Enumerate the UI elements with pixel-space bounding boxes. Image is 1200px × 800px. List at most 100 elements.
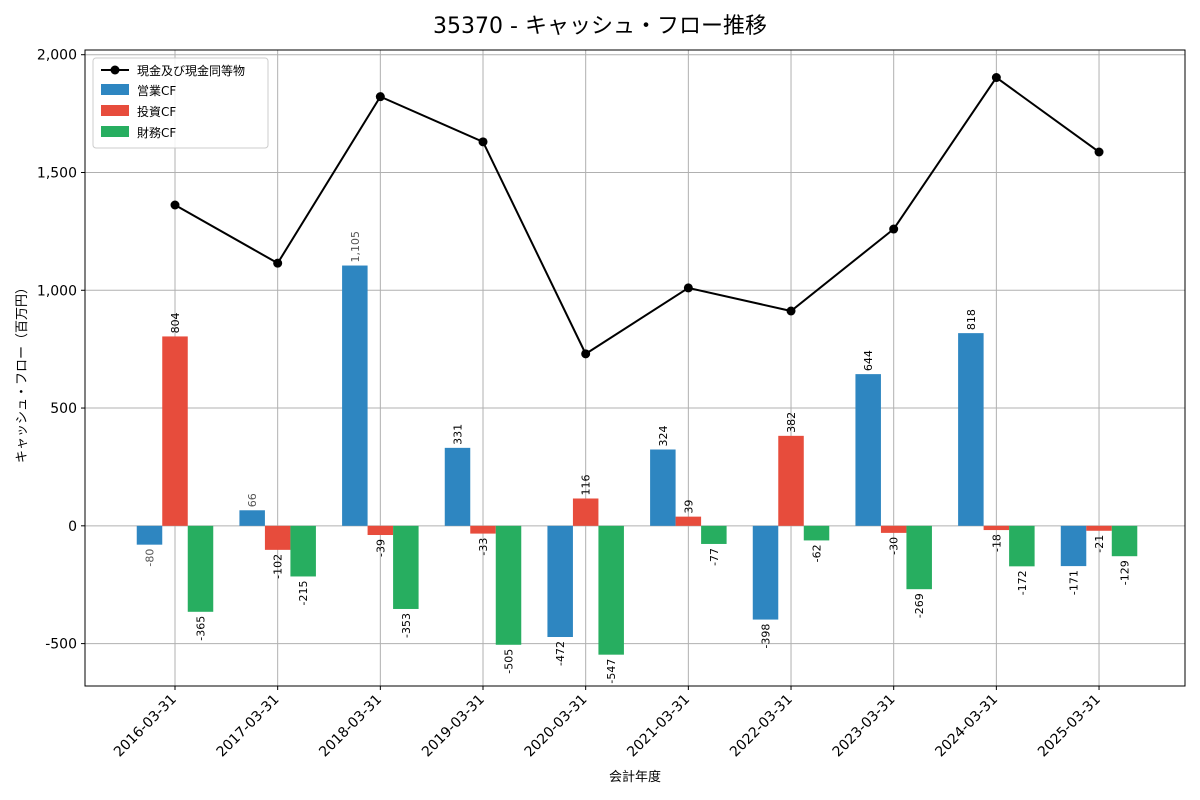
bar-financing [803,525,830,541]
bar-value-label: 804 [169,312,182,333]
x-tick-label: 2025-03-31 [1035,692,1104,761]
x-tick-label: 2023-03-31 [830,692,899,761]
bar-value-label: 331 [452,424,465,445]
bar-value-label: -39 [374,539,387,557]
bar-operating [342,265,368,526]
bars-group [136,265,1138,655]
cash-point [478,137,488,147]
plot-frame [84,49,1186,687]
bar-operating [855,374,881,526]
x-tick-label: 2020-03-31 [522,692,591,761]
bar-value-label: -129 [1119,560,1132,585]
y-tick-label: 0 [68,519,77,535]
bar-value-label: -102 [272,554,285,579]
bar-financing [598,525,624,655]
cash-point [786,306,796,316]
bar-financing [1009,525,1035,567]
y-axis-label: キャッシュ・フロー（百万円） [15,281,30,463]
bar-operating [444,447,471,526]
cash-point [683,283,693,293]
legend-label: 投資CF [137,104,176,119]
bar-financing [1111,525,1138,557]
bar-value-label: -172 [1016,570,1029,595]
bar-value-label: -547 [605,659,618,684]
x-tick-label: 2019-03-31 [419,692,488,761]
bar-investing [470,525,496,534]
bar-investing [572,498,599,526]
bar-value-label: 1,105 [349,231,362,263]
legend-box [92,57,269,149]
cash-point [375,92,385,102]
cash-point [581,349,591,359]
legend-swatch [101,126,129,137]
bar-operating [239,510,265,526]
bar-financing [495,525,522,645]
y-tick-label: 1,000 [37,283,77,299]
legend-swatch [101,105,129,116]
bar-value-label: -215 [297,580,310,605]
bar-financing [701,525,727,544]
bar-value-label: -365 [195,616,208,641]
legend-label-cash: 現金及び現金同等物 [137,63,245,78]
bar-investing [880,525,907,533]
bar-value-label: -505 [503,649,516,674]
chart-title: 35370 - キャッシュ・フロー推移 [433,14,767,39]
bar-value-label: 644 [862,350,875,371]
y-tick-label: 500 [50,401,77,417]
cash-line [174,76,1100,356]
legend-swatch [101,84,129,95]
bar-operating [958,333,984,526]
legend-label: 営業CF [137,84,176,98]
x-tick-label: 2018-03-31 [316,692,385,761]
cash-point [170,200,180,210]
bar-operating [752,525,779,620]
x-tick-label: 2022-03-31 [727,692,796,761]
x-tick-label: 2024-03-31 [932,692,1001,761]
y-tick-label: 1,500 [37,165,77,181]
bar-value-label: -398 [760,624,773,649]
cash-point [889,224,899,234]
bar-investing [778,435,804,526]
bar-investing [675,516,702,526]
value-labels-group: -80 66 1,105 331 -472 324 -398 644 818 -171 804 -10… [144,231,1132,684]
x-tick-label: 2016-03-31 [111,692,180,761]
legend-label: 財務CF [137,125,176,140]
bar-investing [367,525,394,536]
grid-lines [85,50,1185,686]
bar-value-label: -80 [144,549,157,567]
legend-line-marker [110,65,120,75]
bar-value-label: -472 [554,641,567,666]
bar-operating [547,525,573,638]
cash-point [991,73,1001,83]
bar-value-label: 818 [965,309,978,330]
bar-investing [983,525,1010,531]
bar-investing [1086,525,1112,531]
bar-operating [1060,525,1087,567]
y-tick-label: -500 [45,637,77,653]
bar-value-label: 382 [785,412,798,433]
bar-value-label: 39 [682,500,695,514]
bar-financing [906,525,932,590]
bar-value-label: -269 [913,593,926,618]
bar-value-label: -171 [1068,570,1081,595]
y-tick-label: 2,000 [37,48,77,64]
bar-investing [264,525,291,550]
bar-value-label: 116 [580,474,593,495]
bar-value-label: 66 [246,493,259,507]
x-tick-label: 2021-03-31 [624,692,693,761]
bar-financing [187,525,214,612]
bar-value-label: 324 [657,426,670,447]
bar-value-label: -62 [811,544,824,562]
cash-line-group [170,73,1104,359]
x-axis-label: 会計年度 [609,769,661,785]
bar-operating [136,525,163,545]
bar-value-label: -21 [1093,535,1106,553]
bar-value-label: -18 [990,534,1003,552]
bar-investing [162,336,188,526]
cash-point [1094,147,1104,157]
bar-value-label: -353 [400,613,413,638]
bar-financing [393,525,419,609]
bar-value-label: -30 [888,537,901,555]
